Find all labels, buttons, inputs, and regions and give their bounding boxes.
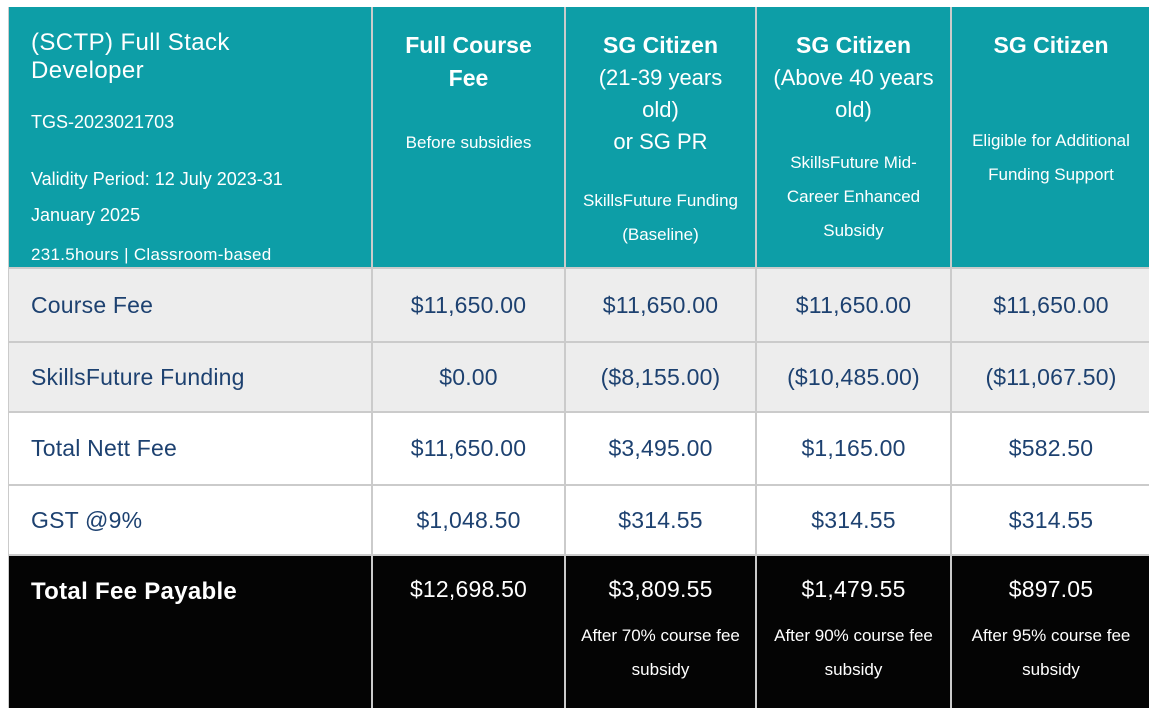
- total-fee-value: $12,698.50: [409, 576, 528, 602]
- column-subtitle: (21-39 years old) or SG PR: [598, 65, 723, 155]
- row-label-skillsfuture-funding: SkillsFuture Funding: [9, 343, 371, 411]
- fee-value: $1,165.00: [757, 413, 950, 484]
- subsidy-note: After 90% course fee subsidy: [774, 626, 933, 679]
- total-fee-cell: $897.05 After 95% course fee subsidy: [952, 556, 1149, 708]
- fee-table: (SCTP) Full Stack Developer TGS-20230217…: [8, 7, 1149, 708]
- column-header-sg-citizen-additional-funding: SG Citizen Eligible for Additional Fundi…: [952, 7, 1149, 267]
- fee-value: $314.55: [566, 486, 755, 554]
- column-title: Full Course Fee: [405, 32, 532, 92]
- total-fee-value: $897.05: [1008, 576, 1094, 602]
- fee-value: ($10,485.00): [757, 343, 950, 411]
- column-title: SG Citizen: [795, 32, 911, 58]
- fee-value: $3,495.00: [566, 413, 755, 484]
- fee-value: $11,650.00: [757, 269, 950, 341]
- row-label-total-fee-payable: Total Fee Payable: [9, 556, 371, 708]
- course-info-header: (SCTP) Full Stack Developer TGS-20230217…: [9, 7, 371, 267]
- total-fee-value: $1,479.55: [801, 576, 906, 602]
- fee-value: $11,650.00: [566, 269, 755, 341]
- row-label-total-nett-fee: Total Nett Fee: [9, 413, 371, 484]
- row-label-course-fee: Course Fee: [9, 269, 371, 341]
- column-title: SG Citizen: [602, 32, 718, 58]
- column-header-sg-citizen-21-39: SG Citizen (21-39 years old) or SG PR Sk…: [566, 7, 755, 267]
- column-note: SkillsFuture Mid-Career Enhanced Subsidy: [786, 153, 921, 241]
- subsidy-note: After 70% course fee subsidy: [581, 626, 740, 679]
- total-fee-value: $3,809.55: [608, 576, 713, 602]
- column-subtitle: (Above 40 years old): [773, 65, 934, 123]
- fee-value: $11,650.00: [952, 269, 1149, 341]
- column-header-full-course-fee: Full Course Fee Before subsidies: [373, 7, 564, 267]
- row-label-gst: GST @9%: [9, 486, 371, 554]
- course-title: (SCTP) Full Stack Developer: [31, 29, 230, 84]
- total-fee-cell: $1,479.55 After 90% course fee subsidy: [757, 556, 950, 708]
- column-note: SkillsFuture Funding (Baseline): [583, 191, 738, 245]
- fee-value: $11,650.00: [373, 413, 564, 484]
- course-duration: 231.5hours | Classroom-based: [31, 245, 272, 264]
- column-header-sg-citizen-above-40: SG Citizen (Above 40 years old) SkillsFu…: [757, 7, 950, 267]
- column-title: SG Citizen: [993, 32, 1109, 58]
- fee-value: $314.55: [757, 486, 950, 554]
- subsidy-note: After 95% course fee subsidy: [971, 626, 1131, 679]
- fee-value: $314.55: [952, 486, 1149, 554]
- fee-value: ($11,067.50): [952, 343, 1149, 411]
- total-fee-cell: $3,809.55 After 70% course fee subsidy: [566, 556, 755, 708]
- column-note: Eligible for Additional Funding Support: [972, 131, 1130, 185]
- course-validity-period: Validity Period: 12 July 2023-31 January…: [31, 169, 283, 225]
- course-code: TGS-2023021703: [31, 112, 175, 132]
- fee-value: $11,650.00: [373, 269, 564, 341]
- fee-value: $1,048.50: [373, 486, 564, 554]
- fee-value: $582.50: [952, 413, 1149, 484]
- fee-value: $0.00: [373, 343, 564, 411]
- column-note: Before subsidies: [405, 132, 532, 152]
- fee-value: ($8,155.00): [566, 343, 755, 411]
- total-fee-cell: $12,698.50: [373, 556, 564, 708]
